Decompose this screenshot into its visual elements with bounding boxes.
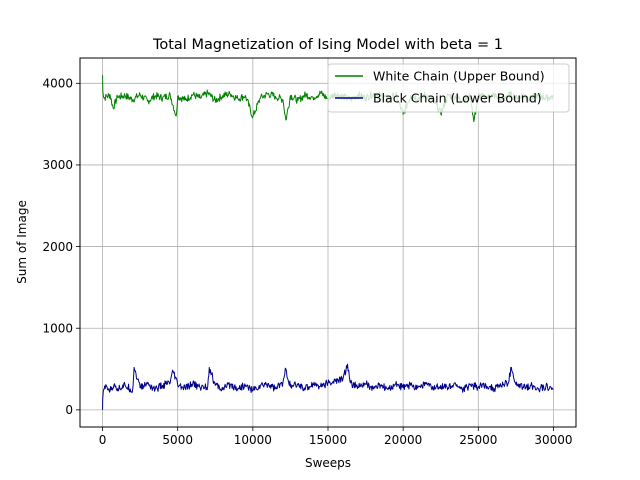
y-axis-label: Sum of Image — [15, 200, 29, 284]
y-tick-label: 0 — [65, 403, 73, 417]
y-tick-label: 4000 — [42, 77, 73, 91]
x-tick-label: 15000 — [309, 433, 347, 447]
chart-title: Total Magnetization of Ising Model with … — [152, 37, 503, 53]
series-line-black-chain — [102, 363, 554, 410]
x-axis-ticks: 0 5000 10000 15000 20000 25000 30000 — [99, 427, 573, 447]
y-tick-label: 2000 — [42, 240, 73, 254]
x-tick-label: 5000 — [162, 433, 193, 447]
x-axis-label: Sweeps — [305, 456, 351, 470]
grid — [80, 58, 576, 427]
legend-label-black-chain: Black Chain (Lower Bound) — [373, 91, 542, 106]
x-tick-label: 30000 — [534, 433, 572, 447]
y-axis-ticks: 0 1000 2000 3000 4000 — [42, 77, 80, 417]
legend-box — [327, 63, 570, 113]
y-tick-label: 1000 — [42, 321, 73, 335]
x-tick-label: 0 — [99, 433, 107, 447]
x-tick-label: 10000 — [234, 433, 272, 447]
legend-label-white-chain: White Chain (Upper Bound) — [373, 69, 545, 84]
y-tick-label: 3000 — [42, 158, 73, 172]
legend: White Chain (Upper Bound) Black Chain (L… — [327, 63, 570, 113]
x-tick-label: 20000 — [384, 433, 422, 447]
x-tick-label: 25000 — [459, 433, 497, 447]
